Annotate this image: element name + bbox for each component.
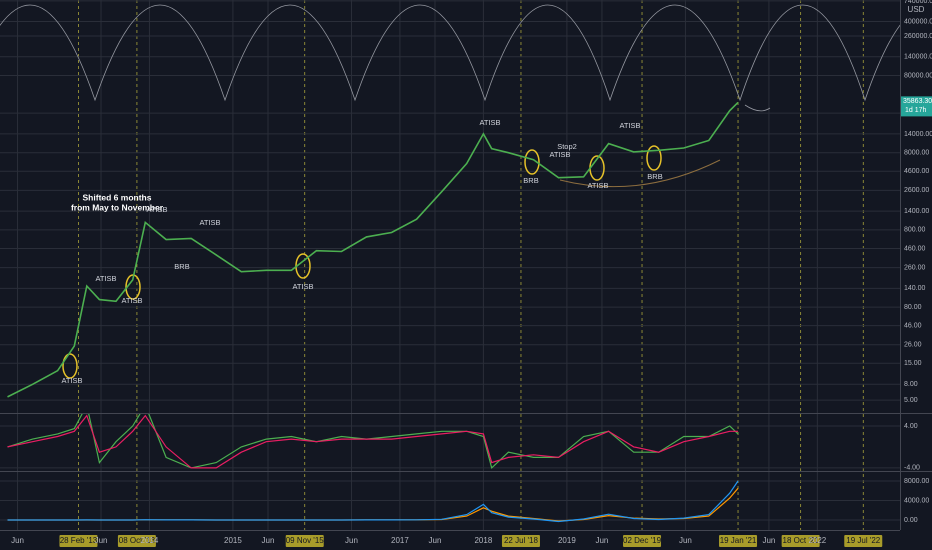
- annotation: ATISB: [121, 296, 142, 305]
- annotation: BRB: [174, 262, 189, 271]
- y-tick-label: 80000.00: [904, 72, 932, 79]
- y-tick-label: 8000.00: [904, 478, 929, 485]
- cycle-label-bg: [623, 535, 662, 547]
- y-tick-label: 4000.00: [904, 497, 929, 504]
- y-tick-label: 800.00: [904, 227, 926, 234]
- y-tick-label: 14000.00: [904, 131, 932, 138]
- cycle-label-bg: [844, 535, 883, 547]
- annotation: ATISB: [95, 274, 116, 283]
- cycle-label: 19 Jan '21: [720, 536, 757, 545]
- price-tag: [901, 96, 932, 117]
- y-tick-label: 140.00: [904, 285, 926, 292]
- annotation: Stop2: [557, 142, 577, 151]
- x-tick-label: 2015: [224, 536, 242, 545]
- oscillator-pane: [7, 414, 739, 470]
- y-tick-label: -4.00: [904, 465, 920, 472]
- x-tick-label: Jun: [11, 536, 24, 545]
- y-tick-label: 400000.00: [904, 18, 932, 25]
- annotation: ATISB: [146, 205, 167, 214]
- annotation: ATISB: [479, 118, 500, 127]
- annotation: ATISB: [61, 376, 82, 385]
- x-tick-label: 2018: [474, 536, 492, 545]
- overlay: 28 Feb '13 08 Oct '13 09 Nov '15 22 Jul '18…: [59, 118, 883, 547]
- annotation: ATISB: [587, 181, 608, 190]
- annotation: BRB: [647, 172, 662, 181]
- x-tick-label: 2017: [391, 536, 409, 545]
- x-tick-label: Jun: [595, 536, 608, 545]
- annotation: ATISB: [292, 282, 313, 291]
- cycle-label: 28 Feb '13: [60, 536, 98, 545]
- cycle-label: 09 Nov '15: [286, 536, 325, 545]
- volume-pane: [7, 480, 739, 523]
- cycle-label-bg: [781, 535, 820, 547]
- cycle-label: 19 Jul '22: [846, 536, 881, 545]
- annotation: ATISB: [619, 121, 640, 130]
- grid: [0, 0, 900, 530]
- projection-curve: [744, 104, 771, 112]
- annotation: BRB: [523, 176, 538, 185]
- y-tick-label: 140000.00: [904, 54, 932, 61]
- annotation: ATISB: [199, 218, 220, 227]
- y-tick-label: 0.00: [904, 517, 918, 524]
- y-tick-label: 2600.00: [904, 187, 929, 194]
- x-tick-label: 2022: [808, 536, 826, 545]
- y-tick-label: 260.00: [904, 264, 926, 271]
- y-tick-label: 4600.00: [904, 168, 929, 175]
- cycle-label-bg: [117, 535, 156, 547]
- cycle-label: 02 Dec '19: [623, 536, 662, 545]
- series-line: [7, 101, 739, 398]
- y-tick-label: 15.00: [904, 360, 922, 367]
- cycle-label-bg: [719, 535, 758, 547]
- x-tick-label: Jun: [679, 536, 692, 545]
- series-line: [7, 414, 738, 469]
- price-tag-label: 35863.30: [903, 98, 932, 105]
- cycle-arcs: [0, 4, 900, 102]
- y-tick-label: 80.00: [904, 304, 922, 311]
- x-tick-label: Jun: [429, 536, 442, 545]
- x-tick-label: Jun: [95, 536, 108, 545]
- y-tick-label: 46.00: [904, 323, 922, 330]
- cycle-curve: [559, 159, 721, 188]
- highlight-circles: [62, 145, 662, 379]
- y-tick-label: 4.00: [904, 423, 918, 430]
- cycle-label: 18 Oct '21: [783, 536, 820, 545]
- cycle-label-bg: [285, 535, 324, 547]
- cycle-label-bg: [59, 535, 98, 547]
- x-tick-label: Jun: [762, 536, 775, 545]
- y-tick-label: 740000.00: [904, 0, 932, 5]
- y-tick-label: 460.00: [904, 245, 926, 252]
- y-tick-label: 5.00: [904, 397, 918, 404]
- currency: USD: [908, 5, 925, 14]
- cycle-label: 22 Jul '18: [504, 536, 539, 545]
- price-pane: [0, 4, 900, 398]
- countdown: 1d 17h: [905, 107, 927, 114]
- y-tick-label: 8000.00: [904, 150, 929, 157]
- x-tick-label: 2014: [141, 536, 159, 545]
- annotation: Shifted 6 months: [83, 192, 152, 202]
- y-tick-label: 1400.00: [904, 208, 929, 215]
- y-tick-label: 260000.00: [904, 33, 932, 40]
- x-tick-label: Jun: [345, 536, 358, 545]
- x-tick-label: 2019: [558, 536, 576, 545]
- cycle-label-bg: [501, 535, 540, 547]
- annotation: from May to November: [71, 202, 164, 212]
- y-tick-label: 26.00: [904, 342, 922, 349]
- x-tick-label: Jun: [262, 536, 275, 545]
- series-line: [7, 480, 739, 523]
- y-tick-label: 8.00: [904, 381, 918, 388]
- annotation: ATISB: [549, 150, 570, 159]
- cycle-label: 08 Oct '13: [119, 536, 156, 545]
